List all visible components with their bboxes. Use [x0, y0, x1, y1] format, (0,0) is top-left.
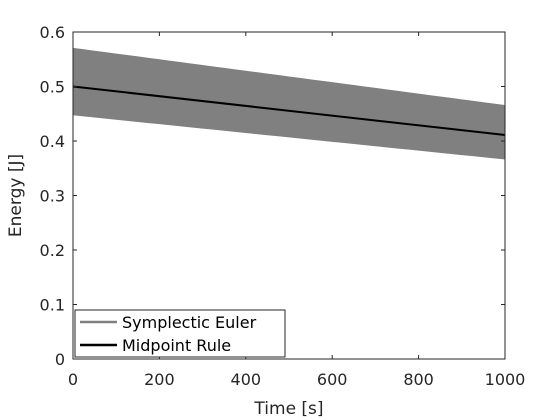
x-tick-label: 200 — [144, 370, 175, 389]
y-tick-label: 0.5 — [40, 78, 65, 97]
y-tick-label: 0.4 — [40, 132, 65, 151]
y-axis-label: Energy [J] — [6, 154, 26, 237]
legend-box — [74, 309, 286, 358]
y-tick-label: 0.1 — [40, 296, 65, 315]
legend-label-symplectic-euler: Symplectic Euler — [122, 313, 257, 332]
legend-label-midpoint-rule: Midpoint Rule — [122, 336, 231, 355]
y-tick-label: 0 — [55, 350, 65, 369]
y-tick-label: 0.2 — [40, 241, 65, 260]
x-tick-label: 400 — [231, 370, 262, 389]
y-tick-label: 0.3 — [40, 187, 65, 206]
plot-frame — [72, 31, 506, 360]
legend: Symplectic Euler Midpoint Rule — [74, 309, 286, 358]
x-tick-label: 800 — [403, 370, 434, 389]
x-tick-label: 1000 — [485, 370, 526, 389]
x-tick-label: 0 — [68, 370, 78, 389]
y-tick-label: 0.6 — [40, 23, 65, 42]
x-axis-label: Time [s] — [253, 399, 323, 419]
ticks-layer: 0 200 400 600 800 1000 0 0.1 0.2 0.3 0.4 0.5 0.6 — [40, 23, 526, 389]
series-midpoint-rule-line — [72, 85, 506, 137]
x-tick-label: 600 — [317, 370, 348, 389]
